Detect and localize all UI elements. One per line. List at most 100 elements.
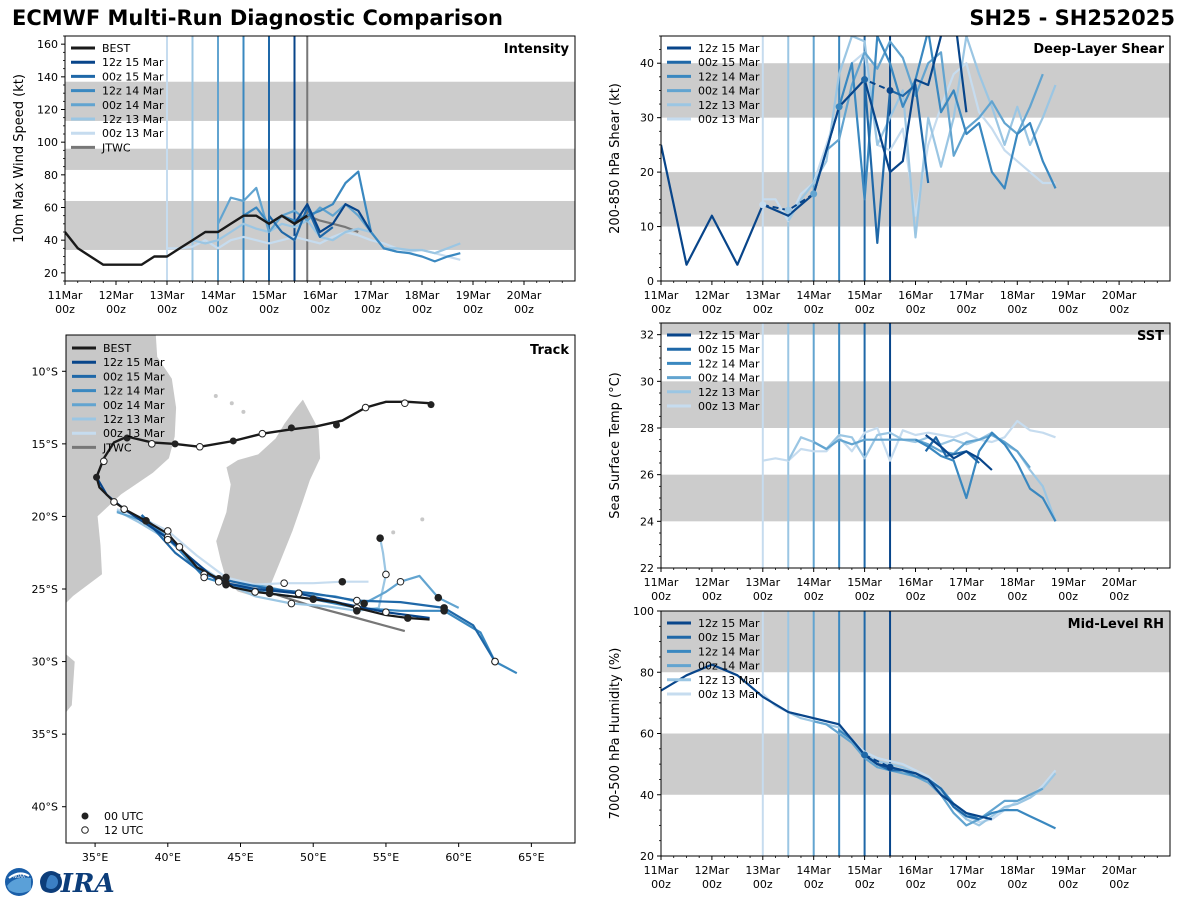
track-marker-00utc (332, 421, 340, 429)
logo-text: CIRA (40, 869, 115, 898)
y-tick-label-20: 20 (640, 166, 654, 179)
threshold-band-0 (661, 733, 1170, 795)
x-tick-label-hour-5: 00z (906, 303, 926, 316)
x-tick-label-date-1: 12Mar (695, 289, 730, 302)
legend-label-00z-14-mar: 00z 14 Mar (698, 85, 760, 98)
track-line-best-north (95, 400, 430, 478)
panel-title-shear: Deep-Layer Shear (1033, 42, 1164, 57)
x-tick-label-hour-6: 00z (361, 303, 381, 316)
y-tick-label-40: 40 (640, 57, 654, 70)
x-tick-label-hour-0: 00z (651, 878, 671, 891)
x-tick-label-date-8: 19Mar (1051, 864, 1086, 877)
y-tick-label--30: 30°S (32, 656, 58, 669)
x-tick-label-date-6: 17Mar (949, 864, 984, 877)
track-point-best (175, 543, 184, 551)
x-tick-label-date-4: 15Mar (847, 289, 882, 302)
legend-label-00z-15-mar: 00z 15 Mar (698, 343, 760, 356)
x-tick-label-date-0: 11Mar (644, 864, 679, 877)
y-tick-label--25: 25°S (32, 583, 58, 596)
track-marker-12utc (258, 429, 267, 438)
marker-legend-12utc (81, 826, 89, 834)
x-tick-label-date-0: 11Mar (48, 289, 83, 302)
legend-label-00z-13-mar: 00z 13 Mar (103, 427, 165, 440)
track-point-12z-13-mar (382, 570, 390, 579)
legend-label-best: BEST (103, 342, 131, 355)
x-tick-label-date-0: 11Mar (644, 576, 679, 589)
x-tick-label-hour-8: 00z (1058, 590, 1078, 603)
track-point-00z-13-mar (280, 579, 288, 587)
legend-label-12z-15-mar: 12z 15 Mar (698, 42, 760, 55)
plot-area-shear (661, 36, 1170, 281)
legend-label-00z-14-mar: 00z 14 Mar (102, 99, 164, 112)
y-tick-label--15: 15°S (32, 438, 58, 451)
track-point-12z-14-mar (440, 606, 448, 615)
track-line-12z-14-mar (140, 514, 518, 675)
x-tick-label-hour-3: 00z (804, 590, 824, 603)
legend-label-12z-15-mar: 12z 15 Mar (698, 617, 760, 630)
y-tick-label-60: 60 (640, 728, 654, 741)
y-axis-label-shear: 200-850 hPa Shear (kt) (608, 83, 623, 234)
panel-rh: 2040608010011Mar00z12Mar00z13Mar00z14Mar… (608, 605, 1171, 891)
track-point-00z-14-mar (434, 593, 443, 602)
x-tick-label-date-3: 14Mar (796, 864, 831, 877)
x-tick-label-date-4: 15Mar (847, 576, 882, 589)
x-tick-label-date-2: 13Mar (745, 289, 780, 302)
track-point-12z-13-mar (164, 535, 172, 544)
x-tick-label-date-5: 16Mar (898, 289, 933, 302)
track-point-12z-15-mar (120, 505, 128, 513)
track-point-best (251, 588, 259, 596)
y-tick-label-20: 20 (640, 850, 654, 863)
analysis-point-1 (886, 763, 894, 771)
land-island-3 (229, 401, 234, 406)
x-tick-label-hour-9: 00z (514, 303, 534, 316)
land-africa (66, 335, 177, 605)
series-line-12z-15-mar (293, 203, 372, 234)
track-marker-00utc (93, 473, 101, 481)
x-tick-label-date-6: 17Mar (949, 576, 984, 589)
track-marker-00utc (123, 434, 131, 442)
x-tick-label-hour-6: 00z (957, 590, 977, 603)
x-tick-label-date-5: 16Mar (303, 289, 338, 302)
legend-label-00z-14-mar: 00z 14 Mar (698, 372, 760, 385)
track-line-jtwc (276, 593, 406, 633)
y-tick-label-22: 22 (640, 562, 654, 575)
plot-area-sst (661, 323, 1170, 568)
threshold-band-0 (65, 200, 575, 250)
track-point-00z-13-mar (338, 577, 347, 586)
legend-label-12z-13-mar: 12z 13 Mar (102, 113, 164, 126)
x-tick-label-60: 60°E (445, 851, 471, 864)
analysis-point-3 (835, 103, 843, 111)
track-marker-12utc (401, 399, 409, 408)
track-point-12z-14-mar (265, 589, 274, 598)
analysis-line (864, 753, 891, 769)
y-tick-label-100: 100 (633, 605, 654, 618)
track-point-12z-13-mar (376, 534, 384, 543)
track-point-00z-13-mar (222, 573, 230, 582)
x-tick-label-date-3: 14Mar (796, 289, 831, 302)
x-tick-label-55: 55°E (373, 851, 399, 864)
x-tick-label-date-9: 20Mar (1102, 576, 1137, 589)
series-line-12z-15-mar (925, 434, 993, 471)
legend-label-12z-14-mar: 12z 14 Mar (103, 385, 165, 398)
analysis-point-5 (886, 86, 894, 94)
legend-label-jtwc: JTWC (102, 441, 132, 454)
x-tick-label-45: 45°E (227, 851, 253, 864)
track-marker-12utc (148, 440, 156, 448)
series-line-00z-13-mar (762, 419, 1056, 462)
x-tick-label-hour-6: 00z (957, 303, 977, 316)
series-line-00z-15-mar (863, 79, 930, 244)
x-tick-label-date-7: 18Mar (1000, 864, 1035, 877)
x-tick-label-hour-9: 00z (1109, 878, 1129, 891)
track-point-best (142, 516, 150, 525)
x-tick-label-hour-0: 00z (651, 303, 671, 316)
x-tick-label-date-1: 12Mar (695, 576, 730, 589)
y-tick-label-24: 24 (640, 515, 654, 528)
plot-area-intensity (65, 36, 575, 281)
x-tick-label-hour-8: 00z (1058, 878, 1078, 891)
x-tick-label-date-3: 14Mar (201, 289, 236, 302)
x-tick-label-hour-3: 00z (804, 303, 824, 316)
track-marker-00utc (171, 440, 179, 448)
x-tick-label-hour-5: 00z (906, 878, 926, 891)
track-point-00z-13-mar (164, 527, 172, 535)
legend-label-00z-13-mar: 00z 13 Mar (698, 113, 760, 126)
